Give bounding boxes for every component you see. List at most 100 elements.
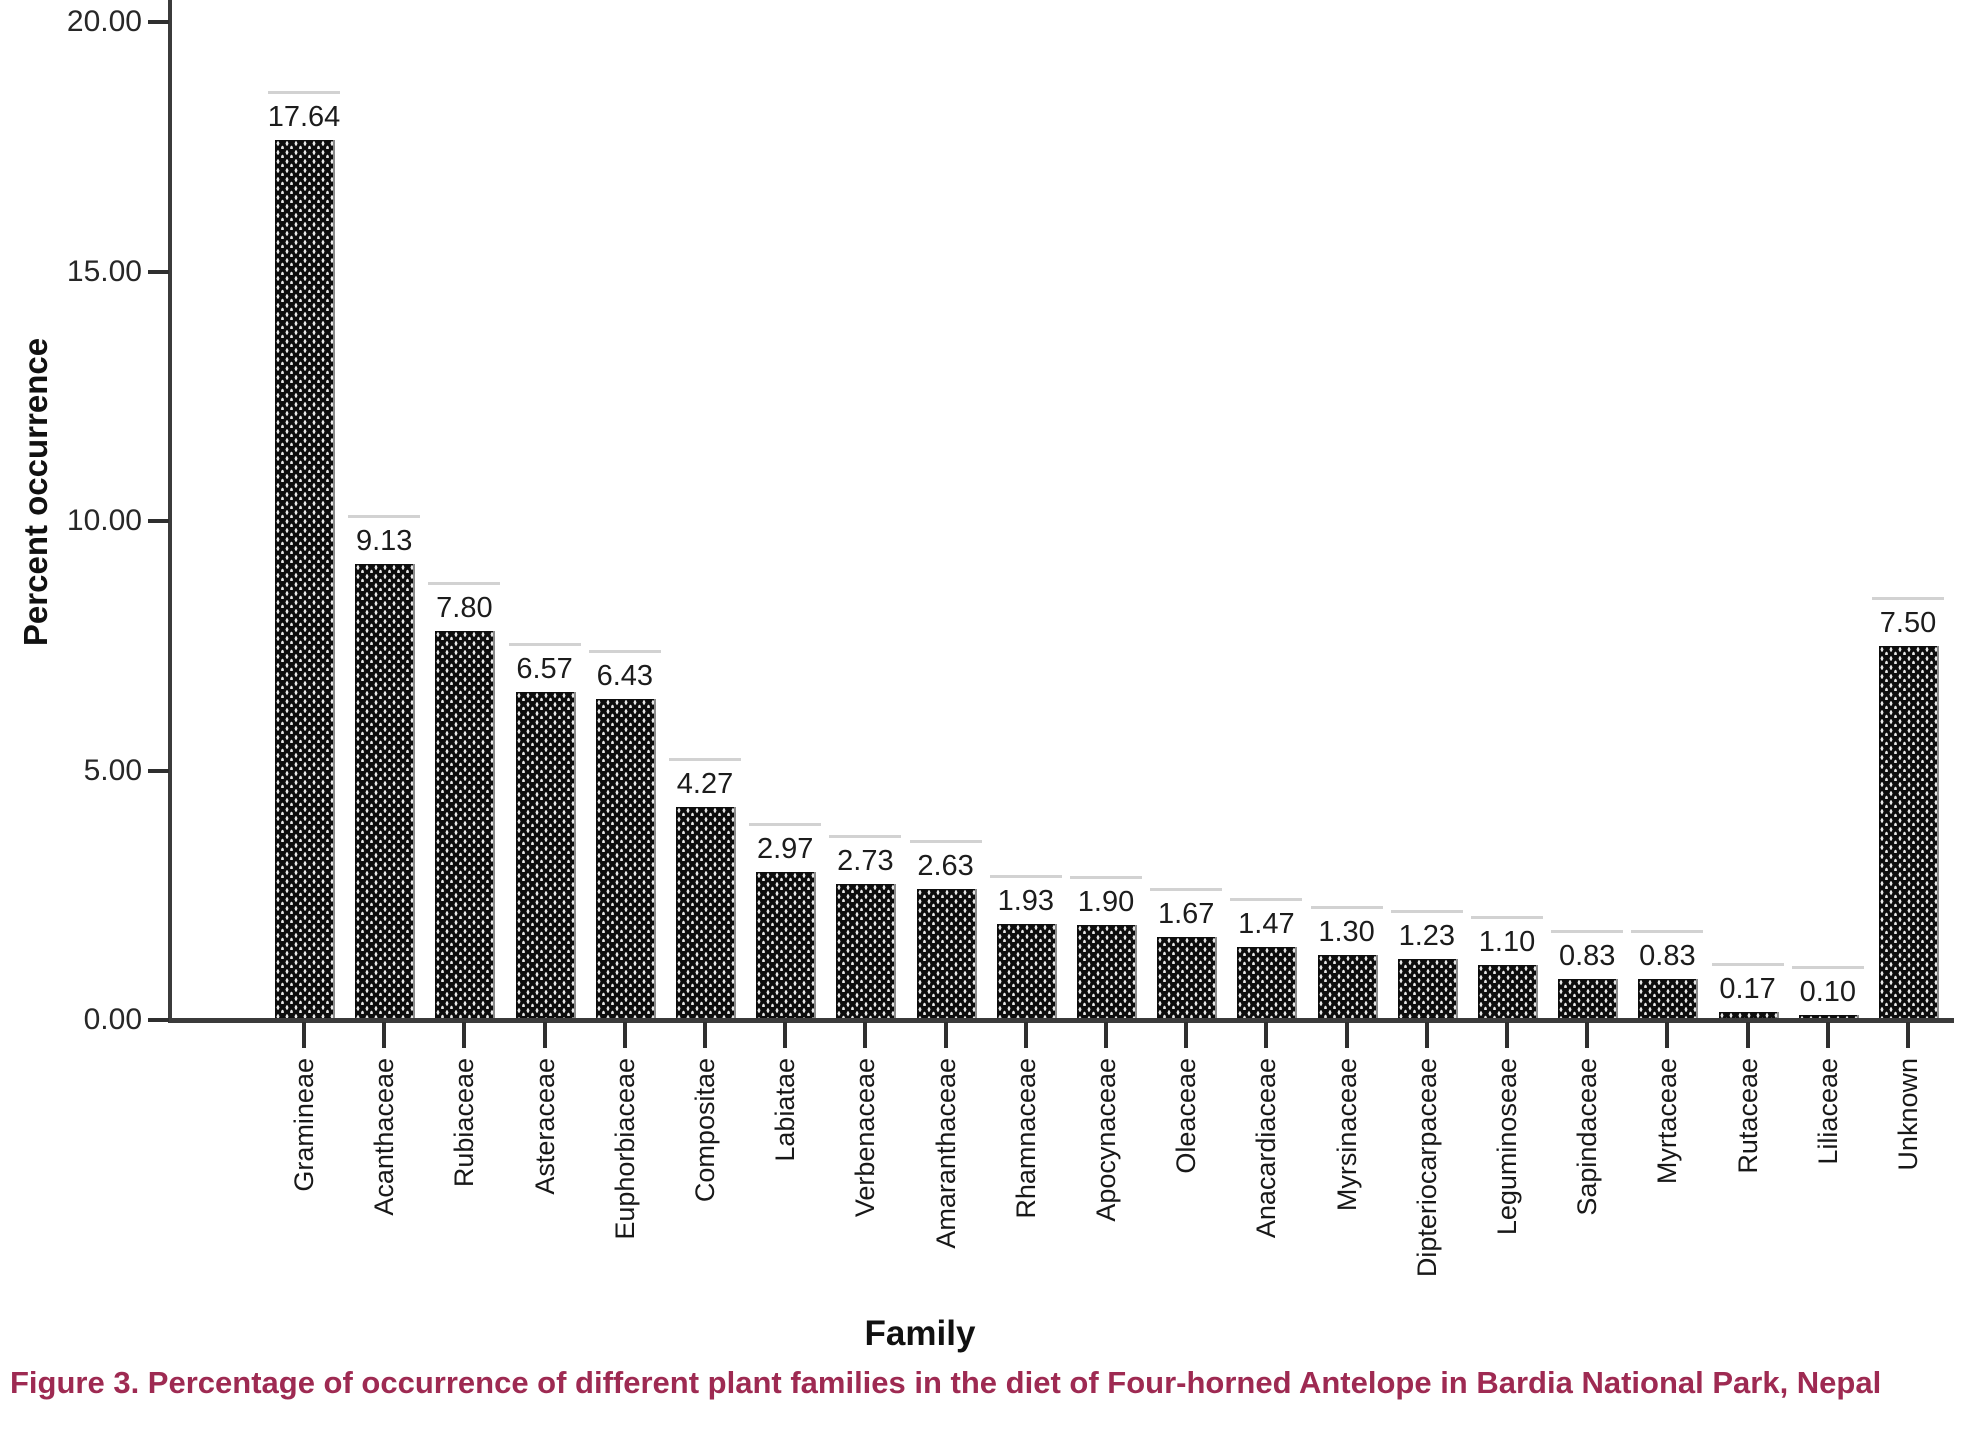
bar-amaranthaceae xyxy=(916,888,977,1020)
x-axis-tick xyxy=(1184,1022,1189,1048)
y-axis-tick xyxy=(148,1018,169,1022)
value-label: 1.47 xyxy=(1238,907,1295,940)
bar-liliaceae xyxy=(1798,1015,1859,1020)
category-label-text: Rutaceae xyxy=(1732,1058,1763,1174)
category-label-text: Liliaceae xyxy=(1812,1058,1843,1165)
label-cap-line xyxy=(508,643,581,647)
x-axis-tick xyxy=(1906,1022,1910,1048)
label-cap-line xyxy=(268,90,340,94)
label-cap-line xyxy=(1310,906,1383,910)
bar-labiatae xyxy=(756,871,817,1020)
x-axis-tick xyxy=(1424,1022,1429,1048)
label-cap-line xyxy=(1390,909,1463,913)
y-tick-label: 20.00 xyxy=(66,5,142,38)
label-cap-line xyxy=(1791,966,1864,969)
x-axis-tick xyxy=(1344,1022,1349,1048)
x-axis-tick xyxy=(1023,1022,1028,1048)
category-label-text: Labiatae xyxy=(770,1058,801,1162)
value-label: 9.13 xyxy=(355,525,413,558)
y-axis-tick xyxy=(148,20,169,24)
bar-asteraceae xyxy=(515,692,576,1020)
category-label-text: Rhamnaceae xyxy=(1010,1058,1041,1219)
bar-rhamnaceae xyxy=(996,923,1057,1020)
bar-acanthaceae xyxy=(355,564,416,1020)
bar-oleaceae xyxy=(1157,936,1218,1020)
value-label: 17.64 xyxy=(267,100,341,133)
x-axis-line xyxy=(168,1018,1954,1023)
category-label-text: Myrsinaceae xyxy=(1331,1058,1362,1212)
label-cap-line xyxy=(1471,916,1543,920)
category-label-text: Dipteriocarpaceae xyxy=(1411,1058,1442,1278)
value-label: 1.23 xyxy=(1398,919,1456,952)
x-axis-tick xyxy=(703,1022,707,1048)
value-label: 0.83 xyxy=(1558,939,1616,972)
value-label: 2.73 xyxy=(837,844,894,877)
bar-anacardiaceae xyxy=(1237,946,1298,1020)
label-cap-line xyxy=(1872,596,1944,600)
value-label: 1.10 xyxy=(1478,926,1536,959)
label-cap-line xyxy=(989,874,1062,878)
category-label-text: Rubiaceae xyxy=(449,1058,480,1188)
label-cap-line xyxy=(1070,876,1142,880)
category-label-text: Sapindaceae xyxy=(1572,1058,1603,1216)
label-cap-line xyxy=(669,757,741,761)
value-label: 7.80 xyxy=(436,591,493,624)
x-axis-tick xyxy=(1264,1022,1269,1048)
label-cap-line xyxy=(1230,897,1303,901)
category-label-text: Leguminoseae xyxy=(1492,1058,1522,1236)
value-label: 4.27 xyxy=(676,767,734,800)
value-label: 6.43 xyxy=(596,660,654,693)
x-axis-tick xyxy=(1745,1022,1750,1048)
bar-dipteriocarpaceae xyxy=(1397,958,1458,1020)
x-axis-tick xyxy=(943,1022,948,1048)
label-cap-line xyxy=(829,834,902,838)
bar-rutaceae xyxy=(1718,1011,1779,1020)
value-label: 2.63 xyxy=(917,849,974,882)
bar-verbenaceae xyxy=(836,883,897,1020)
x-axis-tick xyxy=(783,1022,788,1048)
value-label: 0.83 xyxy=(1639,939,1696,972)
value-label: 1.67 xyxy=(1157,897,1215,930)
y-axis-tick xyxy=(148,768,169,773)
value-label: 0.10 xyxy=(1799,976,1857,1008)
bar-compositae xyxy=(676,806,736,1020)
y-tick-label: 0.00 xyxy=(83,1003,142,1036)
x-axis-tick xyxy=(382,1022,387,1048)
category-label-text: Acanthaceae xyxy=(369,1058,400,1216)
x-axis-tick xyxy=(622,1022,627,1048)
value-label: 1.93 xyxy=(997,884,1055,917)
x-axis-tick xyxy=(1585,1022,1590,1048)
y-tick-label: 10.00 xyxy=(66,504,142,537)
bar-rubiaceae xyxy=(435,630,496,1020)
x-axis-tick xyxy=(863,1022,868,1048)
y-axis-title: Percent occurrence xyxy=(17,337,54,647)
label-cap-line xyxy=(428,581,501,585)
label-cap-line xyxy=(749,822,822,826)
category-label-text: Anacardiaceae xyxy=(1251,1058,1282,1239)
y-axis-tick xyxy=(148,269,169,274)
label-cap-line xyxy=(1150,887,1223,891)
category-label-text: Euphorbiaceae xyxy=(609,1058,640,1240)
category-label-text: Verbenaceae xyxy=(850,1058,881,1218)
x-axis-tick xyxy=(1825,1022,1830,1048)
label-cap-line xyxy=(1631,929,1704,933)
label-cap-line xyxy=(909,839,982,843)
y-tick-label: 15.00 xyxy=(66,254,142,288)
category-label-text: Compositae xyxy=(690,1058,720,1203)
label-cap-line xyxy=(1551,929,1624,933)
x-axis-tick xyxy=(1665,1022,1670,1048)
y-tick-label: 5.00 xyxy=(83,753,142,787)
value-label: 1.90 xyxy=(1077,886,1135,919)
category-label-text: Oleaceae xyxy=(1171,1058,1202,1174)
bar-gramineae xyxy=(275,139,335,1020)
category-label-text: Myrtaceae xyxy=(1652,1058,1683,1185)
bar-myrtaceae xyxy=(1638,978,1699,1020)
x-axis-tick xyxy=(462,1022,467,1048)
value-label: 7.50 xyxy=(1879,606,1937,639)
value-label: 6.57 xyxy=(516,653,573,686)
y-axis-tick xyxy=(148,519,169,523)
bar-unknown xyxy=(1879,645,1939,1020)
label-cap-line xyxy=(348,515,421,519)
value-label: 2.97 xyxy=(756,832,814,865)
